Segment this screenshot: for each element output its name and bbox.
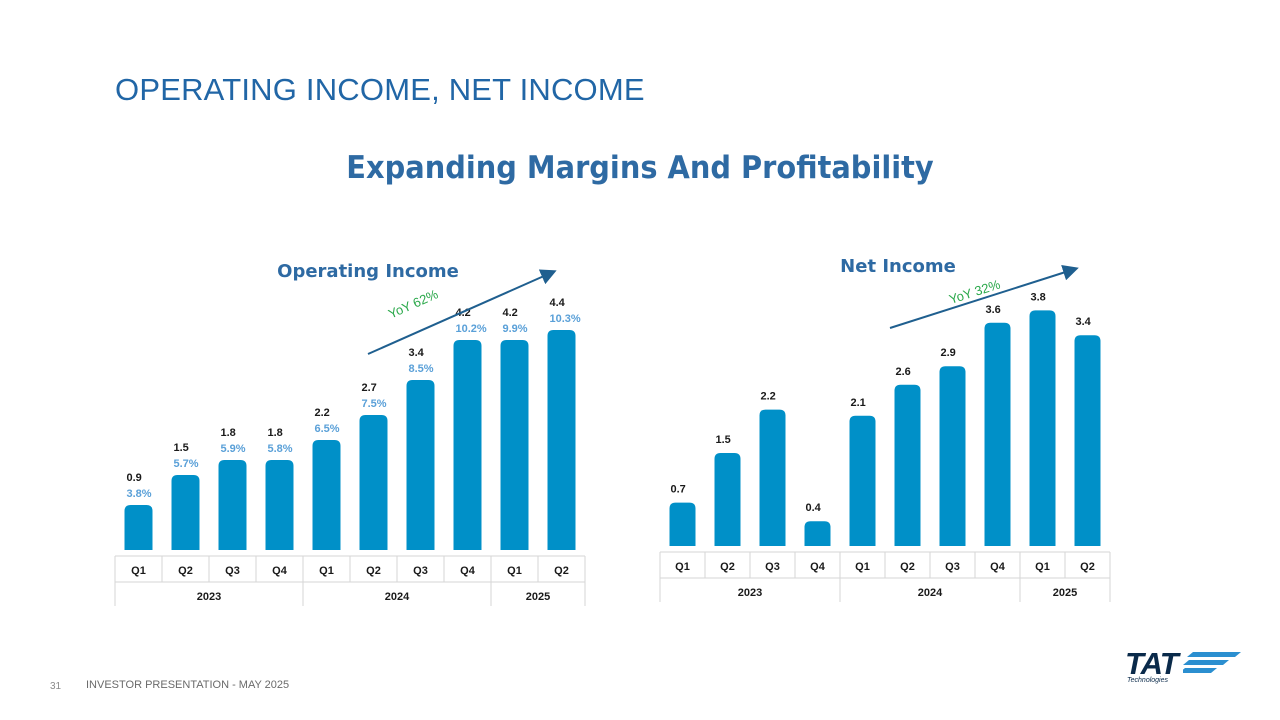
year-label: 2024 <box>385 591 410 603</box>
quarter-tick-label: Q1 <box>855 561 870 573</box>
quarter-tick-label: Q2 <box>900 561 915 573</box>
quarter-tick-label: Q3 <box>413 565 428 577</box>
quarter-tick-label: Q4 <box>990 561 1006 573</box>
logo-subtext: Technologies <box>1127 677 1168 684</box>
value-label: 3.4 <box>409 347 425 359</box>
margin-label: 5.9% <box>221 443 246 455</box>
margin-label: 3.8% <box>127 488 152 500</box>
bar <box>984 322 1011 546</box>
value-label: 2.2 <box>315 407 330 419</box>
bar <box>1029 310 1056 546</box>
chart-title: Net Income <box>840 256 956 277</box>
operating-income-chart: Operating Income 3.8% 0.9 Q1 5.7% 1.5 Q2 5.9% 1.… <box>114 261 586 606</box>
year-label: 2025 <box>1053 587 1077 599</box>
value-label: 3.8 <box>1031 291 1046 303</box>
value-label: 2.1 <box>851 397 866 409</box>
bar <box>1074 335 1101 546</box>
chart-title: Operating Income <box>277 261 459 282</box>
value-label: 2.7 <box>362 382 377 394</box>
value-label: 2.6 <box>896 366 911 378</box>
bar <box>124 505 153 550</box>
quarter-tick-label: Q2 <box>366 565 381 577</box>
quarter-tick-label: Q4 <box>810 561 826 573</box>
value-label: 0.9 <box>127 472 142 484</box>
footer-text: INVESTOR PRESENTATION - MAY 2025 <box>86 679 290 691</box>
bar <box>804 521 831 546</box>
bar <box>500 340 529 550</box>
quarter-tick-label: Q1 <box>675 561 690 573</box>
margin-label: 9.9% <box>503 323 528 335</box>
quarter-tick-label: Q1 <box>131 565 146 577</box>
value-label: 1.5 <box>174 442 189 454</box>
value-label: 1.8 <box>221 427 236 439</box>
value-label: 1.5 <box>716 434 731 446</box>
bar <box>218 460 247 550</box>
value-label: 0.4 <box>806 502 822 514</box>
bar <box>547 330 576 550</box>
value-label: 4.4 <box>550 297 566 309</box>
year-label: 2023 <box>197 591 221 603</box>
bar <box>359 415 388 550</box>
slide-subtitle: Expanding Margins And Profitability <box>346 150 934 186</box>
margin-label: 5.8% <box>268 443 293 455</box>
bar <box>453 340 482 550</box>
page-number: 31 <box>50 681 62 692</box>
slide-title: OPERATING INCOME, NET INCOME <box>115 72 645 107</box>
quarter-tick-label: Q3 <box>225 565 240 577</box>
value-label: 2.9 <box>941 347 956 359</box>
year-label: 2024 <box>918 587 943 599</box>
value-label: 0.7 <box>671 484 686 496</box>
quarter-tick-label: Q4 <box>272 565 288 577</box>
quarter-tick-label: Q1 <box>507 565 522 577</box>
value-label: 2.2 <box>761 391 776 403</box>
bar <box>849 415 876 546</box>
logo-stripes-icon <box>1183 652 1241 673</box>
yoy-annotation: YoY 32% <box>947 276 1002 306</box>
quarter-tick-label: Q1 <box>1035 561 1050 573</box>
quarter-tick-label: Q3 <box>765 561 780 573</box>
quarter-tick-label: Q2 <box>1080 561 1095 573</box>
year-label: 2025 <box>526 591 550 603</box>
quarter-tick-label: Q2 <box>720 561 735 573</box>
value-label: 3.6 <box>986 304 1001 316</box>
yoy-annotation: YoY 62% <box>386 286 441 321</box>
margin-label: 5.7% <box>174 458 199 470</box>
bar <box>406 380 435 550</box>
trend-arrow <box>367 269 557 355</box>
bar <box>894 384 921 546</box>
tat-logo: TAT Technologies <box>1125 646 1245 686</box>
margin-label: 7.5% <box>362 398 387 410</box>
net-income-chart: Net Income 0.7 Q1 1.5 Q2 2.2 Q3 0.4 Q4 2.1 Q1 2.6 Q2… <box>659 256 1111 602</box>
quarter-tick-label: Q1 <box>319 565 334 577</box>
value-label: 4.2 <box>503 307 518 319</box>
value-label: 1.8 <box>268 427 283 439</box>
bar <box>714 453 741 546</box>
quarter-tick-label: Q4 <box>460 565 476 577</box>
quarter-tick-label: Q2 <box>178 565 193 577</box>
bar <box>759 409 786 546</box>
margin-label: 6.5% <box>315 423 340 435</box>
bar <box>312 440 341 550</box>
quarter-tick-label: Q2 <box>554 565 569 577</box>
margin-label: 8.5% <box>409 363 434 375</box>
bar <box>669 502 696 546</box>
margin-label: 10.3% <box>550 313 581 325</box>
margin-label: 10.2% <box>456 323 487 335</box>
year-label: 2023 <box>738 587 762 599</box>
bar <box>265 460 294 550</box>
trend-arrow <box>889 265 1079 329</box>
value-label: 3.4 <box>1076 316 1092 328</box>
bar <box>171 475 200 550</box>
logo-wordmark: TAT <box>1125 646 1179 681</box>
quarter-tick-label: Q3 <box>945 561 960 573</box>
bar <box>939 366 966 546</box>
